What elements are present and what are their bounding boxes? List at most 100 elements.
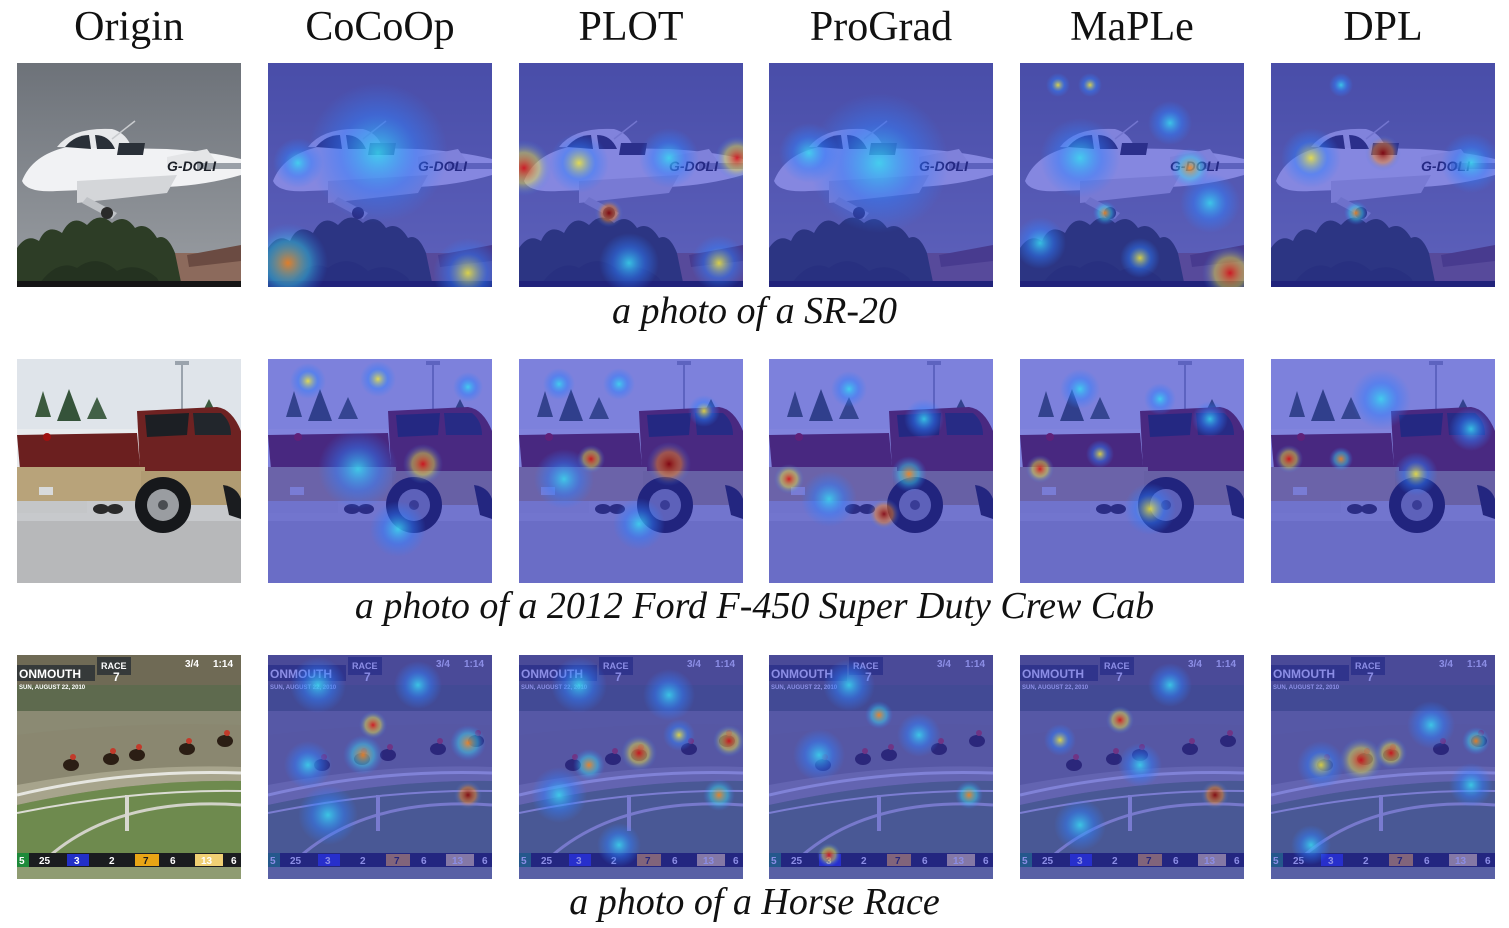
aircraft-registration: G-DOLI [167, 158, 217, 174]
attention-hotspot [1093, 201, 1117, 225]
attention-hotspot [597, 823, 641, 867]
heatmap-overlay [1020, 359, 1244, 583]
column-header-cocoop: CoCoOp [305, 4, 455, 50]
attention-hotspot [1180, 173, 1240, 233]
attention-hotspot [1044, 724, 1076, 756]
attention-hotspot [290, 363, 326, 399]
attention-hotspot [1441, 133, 1495, 193]
position-number: 7 [143, 856, 149, 867]
race-fraction: 3/4 [185, 659, 199, 670]
race-banner-text: ONMOUTH [19, 667, 81, 681]
attention-hotspot [715, 136, 743, 180]
attention-hotspot [865, 701, 893, 729]
attention-hotspot [1291, 825, 1331, 865]
heatmap-dpl-truck [1271, 359, 1495, 583]
heatmap-base [769, 359, 993, 583]
attention-hotspot [1375, 737, 1407, 769]
heatmap-dpl-horse-race: ONMOUTH RACE 7 SUN, AUGUST 22, 2010 3/4 … [1271, 655, 1495, 879]
attention-hotspot [1046, 73, 1070, 97]
attention-hotspot [621, 735, 657, 771]
attention-hotspot [1329, 73, 1353, 97]
attention-hotspot [534, 449, 594, 509]
attention-hotspot [897, 713, 941, 757]
position-number: 6 [231, 856, 237, 867]
attention-hotspot [639, 128, 699, 188]
heatmap-maple-truck [1020, 359, 1244, 583]
caption-row-horse-race: a photo of a Horse Race [569, 881, 940, 923]
heatmap-overlay [268, 359, 492, 583]
attention-hotspot [703, 779, 735, 811]
attention-hotspot [779, 123, 839, 183]
column-header-plot: PLOT [578, 4, 684, 50]
heatmap-cocoop-truck [268, 359, 492, 583]
attention-hotspot [663, 719, 695, 751]
heatmap-overlay [769, 359, 993, 583]
attention-hotspot [1449, 407, 1493, 451]
attention-hotspot [543, 368, 575, 400]
attention-hotspot [1297, 741, 1345, 789]
attention-hotspot [809, 93, 949, 233]
position-number: 3 [74, 856, 80, 867]
attention-hotspot [1120, 238, 1160, 278]
original-image-horse-race: ONMOUTH RACE 7 SUN, AUGUST 22, 2010 3/4 … [17, 655, 241, 879]
attention-hotspot [1281, 128, 1341, 188]
attention-hotspot [1054, 799, 1106, 851]
attention-hotspot [370, 501, 426, 557]
column-header-maple: MaPLe [1070, 4, 1194, 50]
attention-hotspot [801, 471, 857, 527]
attention-hotspot [273, 138, 323, 188]
heatmap-cocoop-horse-race: ONMOUTH RACE 7 SUN, AUGUST 22, 2010 3/4 … [268, 655, 492, 879]
attention-hotspot [713, 725, 743, 757]
attention-hotspot [688, 395, 720, 427]
heatmap-plot-horse-race: ONMOUTH RACE 7 SUN, AUGUST 22, 2010 3/4 … [519, 655, 743, 879]
attention-hotspot [551, 657, 607, 713]
attention-hotspot [519, 140, 552, 196]
attention-hotspot [891, 456, 927, 492]
position-number: 13 [201, 856, 213, 867]
attention-hotspot [793, 729, 845, 781]
heatmap-overlay [769, 63, 993, 287]
heatmap-overlay [268, 655, 492, 879]
position-number: 2 [109, 856, 115, 867]
attention-hotspot [1344, 201, 1368, 225]
post-number: 5 [19, 856, 25, 867]
attention-hotspot [318, 429, 398, 509]
attention-hotspot [573, 749, 605, 781]
attention-hotspot [1329, 447, 1353, 471]
attention-hotspot [1078, 73, 1102, 97]
column-header-origin: Origin [74, 4, 184, 50]
attention-hotspot [1351, 369, 1411, 429]
heatmap-maple-airplane: G-DOLI [1020, 63, 1244, 287]
attention-hotspot [904, 399, 944, 439]
heatmap-prograd-airplane: G-DOLI [769, 63, 993, 287]
heatmap-overlay [1020, 655, 1244, 879]
attention-hotspot [1106, 706, 1134, 734]
attention-hotspot [268, 223, 328, 287]
race-date: SUN, AUGUST 22, 2010 [19, 685, 86, 691]
attention-hotspot [1339, 738, 1383, 782]
attention-hotspot [1365, 135, 1401, 171]
heatmap-overlay [769, 655, 993, 879]
attention-hotspot [549, 133, 609, 193]
attention-hotspot [1040, 118, 1120, 198]
attention-hotspot [403, 444, 443, 484]
attention-hotspot [823, 659, 875, 711]
attention-hotspot [394, 661, 442, 709]
heatmap-base [1020, 359, 1244, 583]
heatmap-plot-airplane: G-DOLI [519, 63, 743, 287]
attention-hotspot [1394, 452, 1438, 496]
column-header-dpl: DPL [1343, 4, 1423, 50]
heatmap-cocoop-airplane: G-DOLI [268, 63, 492, 287]
attention-hotspot [1118, 743, 1162, 787]
attention-hotspot [868, 498, 900, 530]
original-image-truck [17, 359, 241, 583]
heatmap-dpl-airplane: G-DOLI [1271, 63, 1495, 287]
attention-hotspot [647, 442, 691, 486]
heatmap-plot-truck [519, 359, 743, 583]
attention-hotspot [1192, 401, 1228, 437]
attention-hotspot [284, 741, 332, 789]
attention-hotspot [831, 371, 867, 407]
heatmap-overlay [1271, 655, 1495, 879]
attention-hotspot [1449, 763, 1493, 807]
attention-hotspot [1086, 440, 1114, 468]
